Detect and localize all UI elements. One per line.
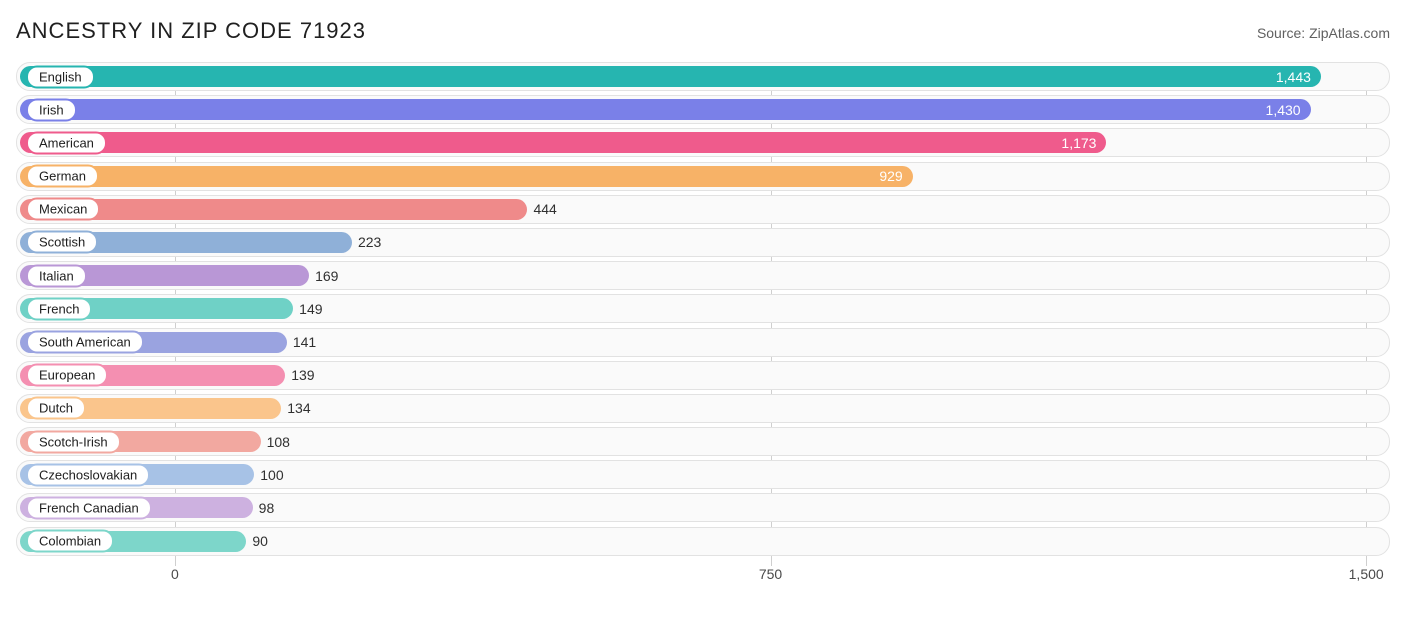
value-label: 929 [879, 168, 912, 184]
category-pill: Mexican [26, 198, 100, 221]
category-pill: Scottish [26, 231, 98, 254]
x-tick-label: 1,500 [1349, 566, 1384, 582]
value-label: 139 [285, 367, 314, 383]
value-label: 444 [527, 201, 556, 217]
chart-rows: English 1,443 Irish 1,430 American 1,173 Germa… [16, 62, 1390, 556]
value-label: 141 [287, 334, 316, 350]
bar-row: American 1,173 [16, 128, 1390, 157]
value-label: 149 [293, 301, 322, 317]
bar-row: South American 141 [16, 328, 1390, 357]
x-tick-label: 750 [759, 566, 782, 582]
chart-header: ANCESTRY IN ZIP CODE 71923 Source: ZipAt… [16, 18, 1390, 44]
bar-row: French 149 [16, 294, 1390, 323]
value-label: 108 [261, 434, 290, 450]
category-pill: English [26, 65, 95, 88]
category-pill: Scotch-Irish [26, 430, 121, 453]
bar-fill [20, 132, 1106, 153]
value-label: 134 [281, 400, 310, 416]
bar-fill [20, 166, 913, 187]
value-label: 98 [253, 500, 275, 516]
x-tick-label: 0 [171, 566, 179, 582]
bar-row: Irish 1,430 [16, 95, 1390, 124]
value-label: 169 [309, 268, 338, 284]
category-pill: French [26, 297, 92, 320]
bar-row: Scotch-Irish 108 [16, 427, 1390, 456]
x-axis: 0 750 1,500 [16, 560, 1390, 596]
value-label: 1,443 [1276, 69, 1321, 85]
value-label: 1,173 [1061, 135, 1106, 151]
bar-row: Scottish 223 [16, 228, 1390, 257]
value-label: 1,430 [1266, 102, 1311, 118]
category-pill: French Canadian [26, 496, 152, 519]
bar-row: French Canadian 98 [16, 493, 1390, 522]
value-label: 223 [352, 234, 381, 250]
category-pill: South American [26, 331, 144, 354]
category-pill: European [26, 364, 108, 387]
category-pill: American [26, 131, 107, 154]
bar-row: Italian 169 [16, 261, 1390, 290]
bar-row: German 929 [16, 162, 1390, 191]
bar-row: Dutch 134 [16, 394, 1390, 423]
bar-row: Mexican 444 [16, 195, 1390, 224]
value-label: 100 [254, 467, 283, 483]
chart-title: ANCESTRY IN ZIP CODE 71923 [16, 18, 366, 44]
bar-row: Colombian 90 [16, 527, 1390, 556]
category-pill: Colombian [26, 530, 114, 553]
bar-row: English 1,443 [16, 62, 1390, 91]
value-label: 90 [246, 533, 268, 549]
category-pill: Czechoslovakian [26, 463, 150, 486]
bar-row: Czechoslovakian 100 [16, 460, 1390, 489]
category-pill: Irish [26, 98, 77, 121]
category-pill: Dutch [26, 397, 86, 420]
category-pill: Italian [26, 264, 87, 287]
bar-row: European 139 [16, 361, 1390, 390]
chart-area: English 1,443 Irish 1,430 American 1,173 Germa… [16, 62, 1390, 602]
chart-source: Source: ZipAtlas.com [1257, 25, 1390, 41]
bar-fill [20, 99, 1311, 120]
category-pill: German [26, 165, 99, 188]
bar-fill [20, 66, 1321, 87]
